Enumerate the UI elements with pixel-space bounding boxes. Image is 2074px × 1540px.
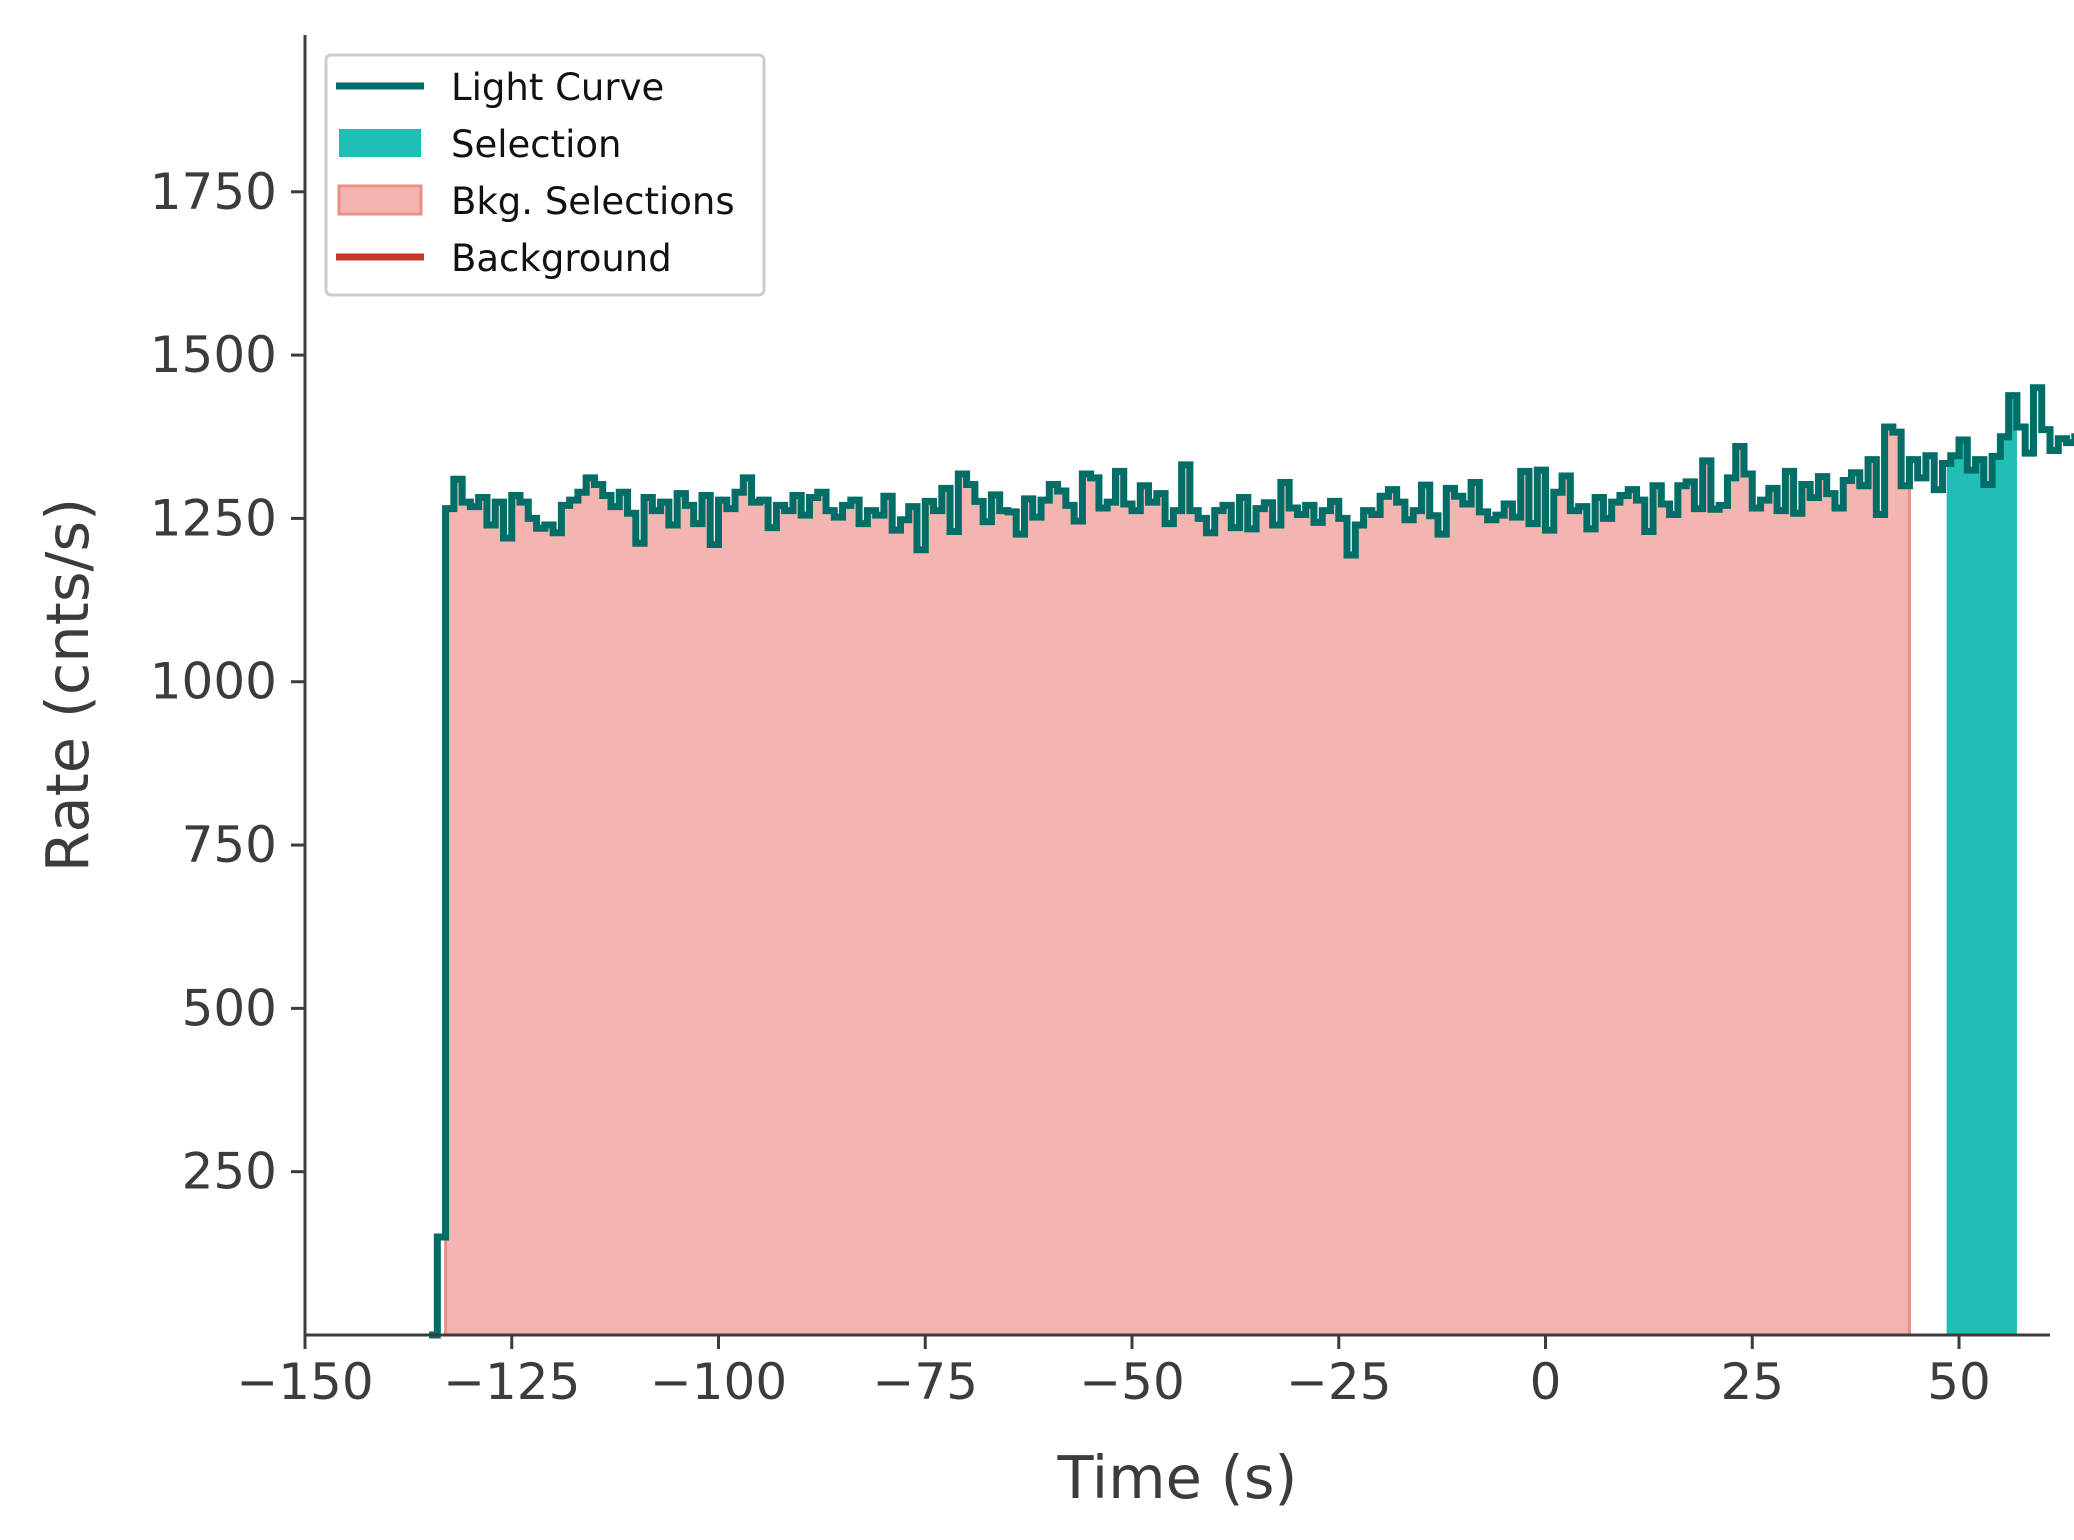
x-tick-label: 0 — [1530, 1353, 1562, 1411]
x-tick-label: −100 — [650, 1353, 787, 1411]
y-tick-label: 1000 — [150, 653, 277, 711]
x-tick-label: −125 — [443, 1353, 580, 1411]
legend: Light Curve Selection Bkg. Selections Backg… — [324, 53, 766, 297]
legend-item-selection: Selection — [339, 123, 622, 166]
legend-item-bkg: Bkg. Selections — [337, 180, 735, 223]
x-tick-label: 50 — [1927, 1353, 1991, 1411]
y-tick-label: 1500 — [150, 326, 277, 384]
x-tick-label: −150 — [236, 1353, 373, 1411]
y-axis-ticks: 250 500 750 1000 1250 1500 1750 — [150, 163, 305, 1201]
y-tick-label: 750 — [182, 816, 277, 874]
light-curve-line — [429, 384, 2074, 1339]
x-tick-label: 25 — [1720, 1353, 1784, 1411]
selection-area — [1946, 395, 2017, 1335]
y-tick-label: 1750 — [150, 163, 277, 221]
x-tick-label: −50 — [1079, 1353, 1185, 1411]
legend-swatch-patch — [337, 184, 423, 216]
legend-label: Selection — [451, 123, 622, 166]
y-tick-label: 250 — [182, 1143, 277, 1201]
legend-frame — [324, 53, 766, 297]
legend-label: Background — [451, 237, 672, 280]
bkg-selection-area — [444, 425, 1911, 1337]
x-axis-ticks: −150 −125 −100 −75 −50 −25 0 25 50 — [236, 1335, 1991, 1411]
x-tick-label: −75 — [872, 1353, 978, 1411]
axes: −150 −125 −100 −75 −50 −25 0 25 50 250 500 750 1000… — [33, 35, 2050, 1512]
y-axis-title: Rate (cnts/s) — [33, 498, 102, 872]
legend-item-light-curve: Light Curve — [336, 66, 664, 109]
legend-item-background: Background — [336, 237, 672, 280]
x-tick-label: −25 — [1286, 1353, 1392, 1411]
plot-area — [429, 244, 2074, 1339]
x-axis-title: Time (s) — [1057, 1443, 1298, 1512]
legend-items: Light Curve Selection Bkg. Selections Backg… — [336, 66, 735, 280]
y-tick-label: 500 — [182, 979, 277, 1037]
y-tick-label: 1250 — [150, 489, 277, 547]
legend-label: Bkg. Selections — [451, 180, 735, 223]
legend-swatch-patch — [339, 129, 421, 157]
legend-label: Light Curve — [451, 66, 664, 109]
